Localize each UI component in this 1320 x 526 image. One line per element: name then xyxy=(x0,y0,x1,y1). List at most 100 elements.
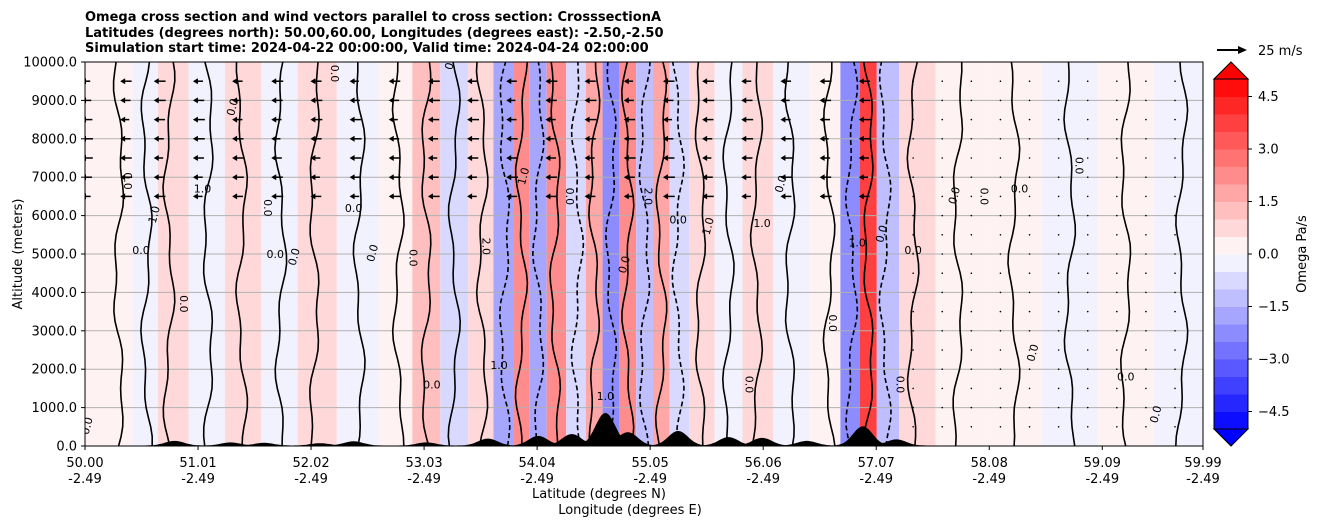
wind-vector xyxy=(349,135,362,142)
wind-vector-head xyxy=(780,193,786,200)
wind-vector xyxy=(780,174,793,181)
contour-label: 1.0 xyxy=(700,216,717,236)
wind-vector-weak xyxy=(1057,310,1060,313)
wind-vector-head xyxy=(310,155,316,161)
wind-vector-head xyxy=(232,97,238,104)
wind-vector-weak xyxy=(1116,291,1118,294)
wind-vector xyxy=(702,97,715,104)
wind-vector xyxy=(349,174,361,181)
wind-vector xyxy=(780,155,793,161)
wind-vector-weak xyxy=(1028,157,1031,159)
wind-vector-weak xyxy=(941,368,944,371)
wind-vector-weak xyxy=(1086,349,1089,351)
wind-vector-weak xyxy=(1145,99,1147,102)
contour-label: 0.0 xyxy=(1117,371,1135,384)
contour-label: 0.0 xyxy=(267,248,285,261)
y-tick-label: 9000.0 xyxy=(32,94,78,109)
wind-vector xyxy=(120,97,131,104)
wind-vector-head xyxy=(662,78,668,85)
colorbar-segment xyxy=(1214,289,1248,307)
wind-vector-head xyxy=(271,116,277,123)
wind-vector-weak xyxy=(1028,234,1031,236)
wind-vector-weak xyxy=(912,291,914,294)
wind-vector xyxy=(388,97,400,104)
wind-vector xyxy=(271,174,283,181)
wind-vector-weak xyxy=(1116,272,1118,275)
wind-vector xyxy=(662,116,672,123)
wind-vector-weak xyxy=(1086,80,1089,82)
quiver-key: 25 m/s xyxy=(1217,44,1303,59)
wind-vector-head xyxy=(741,155,747,161)
contour-label: 2.0 xyxy=(479,238,492,256)
contour-label: 0.0 xyxy=(616,254,633,274)
wind-vector xyxy=(702,155,712,161)
wind-vector-weak xyxy=(1145,368,1147,371)
wind-vector-weak xyxy=(970,291,973,294)
wind-vector-weak xyxy=(1057,176,1060,178)
wind-vector-head xyxy=(467,155,473,161)
contour-label: 0.0 xyxy=(1072,157,1085,175)
contour-label: 1.0 xyxy=(597,390,615,403)
wind-vector-head xyxy=(702,116,708,123)
wind-vector-head xyxy=(780,155,786,161)
wind-vector-weak xyxy=(999,80,1002,82)
contour-label: 0.0 xyxy=(893,376,906,394)
wind-vector xyxy=(192,97,205,104)
colorbar-segment xyxy=(1214,149,1248,167)
wind-vector-weak xyxy=(999,291,1002,294)
wind-vector-head xyxy=(545,135,551,142)
contour-line xyxy=(1119,62,1132,446)
wind-vector-weak xyxy=(1028,99,1031,102)
contour-label: 0.0 xyxy=(328,65,341,83)
wind-vector-weak xyxy=(1174,368,1176,371)
contour-line xyxy=(952,62,964,446)
wind-vector-weak xyxy=(1028,118,1031,121)
wind-vector-weak xyxy=(1174,291,1176,294)
wind-vector xyxy=(506,174,519,181)
wind-vector-head xyxy=(819,135,825,142)
wind-vector-weak xyxy=(1174,118,1176,121)
contour-label: 0.0 xyxy=(121,172,134,190)
wind-vector-weak xyxy=(970,368,973,371)
contour-line xyxy=(749,62,764,446)
wind-vector-weak xyxy=(1057,157,1060,159)
wind-vector-weak xyxy=(912,80,914,82)
wind-vector-head xyxy=(388,155,394,161)
colorbar-segment xyxy=(1214,376,1248,395)
y-tick-label: 0.0 xyxy=(56,440,77,455)
wind-vector xyxy=(427,135,439,142)
wind-vector-weak xyxy=(1174,349,1176,351)
wind-vector-weak xyxy=(1057,195,1060,198)
wind-vector-weak xyxy=(1116,99,1118,102)
wind-vector-weak xyxy=(999,426,1002,428)
wind-vector-head xyxy=(232,193,238,200)
contour-line xyxy=(1007,62,1021,446)
wind-vector-weak xyxy=(1174,214,1176,217)
wind-vector-weak xyxy=(941,310,944,313)
wind-vector-head xyxy=(271,174,277,181)
wind-vector-weak xyxy=(1145,272,1147,275)
wind-vector xyxy=(545,116,556,123)
y-tick-label: 4000.0 xyxy=(32,286,78,301)
wind-vector-head xyxy=(702,135,708,142)
colorbar-label: Omega Pa/s xyxy=(1295,215,1310,293)
wind-vector xyxy=(310,155,321,161)
contour-label: 0.0 xyxy=(79,416,96,436)
wind-vector xyxy=(192,135,205,142)
wind-vector xyxy=(467,116,480,123)
wind-vector xyxy=(388,193,401,200)
wind-vector-weak xyxy=(912,234,914,236)
wind-vector-weak xyxy=(970,195,973,198)
wind-vector xyxy=(120,78,132,85)
wind-vector xyxy=(271,193,284,200)
wind-vector xyxy=(545,135,555,142)
wind-vector xyxy=(427,193,440,200)
wind-vector xyxy=(232,116,243,123)
wind-vector-weak xyxy=(1086,195,1089,198)
wind-vector-weak xyxy=(1174,272,1176,275)
wind-vector-head xyxy=(388,97,394,104)
wind-vector-weak xyxy=(941,195,944,198)
wind-vector-weak xyxy=(1174,330,1176,332)
wind-vector-weak xyxy=(970,387,973,390)
wind-vector-weak xyxy=(1028,310,1031,313)
